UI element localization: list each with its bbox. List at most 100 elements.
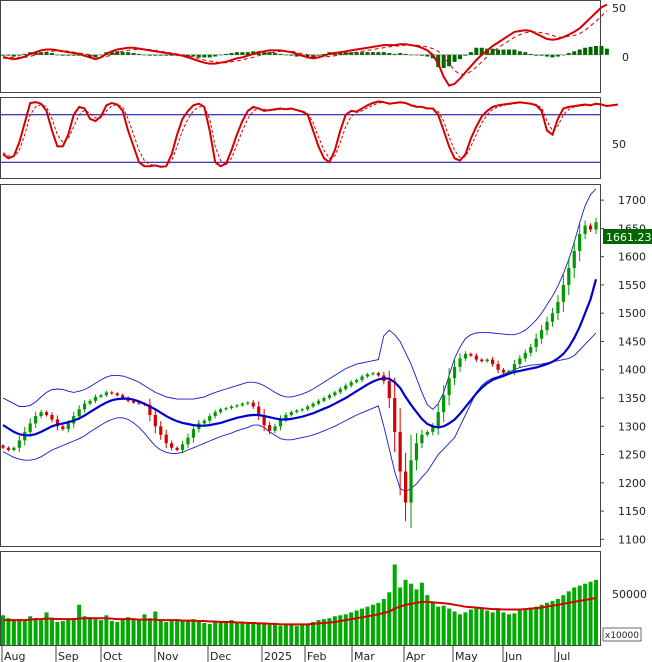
macd-histogram-bar (338, 52, 343, 55)
macd-histogram-bar (229, 53, 234, 55)
volume-bar (142, 614, 147, 645)
candle-body (333, 392, 337, 396)
macd-histogram-bar (496, 49, 501, 55)
volume-bar (305, 623, 310, 645)
volume-bar (376, 602, 381, 645)
volume-bar (22, 621, 27, 645)
candle-body (485, 359, 489, 362)
price-tick-label: 1300 (618, 420, 646, 433)
volume-bar (479, 607, 484, 645)
x-month-label: 2025 (264, 650, 292, 662)
candle-body (447, 378, 451, 396)
candle-body (344, 385, 348, 389)
macd-histogram-bar (44, 52, 49, 55)
x-month-label: Apr (406, 650, 426, 662)
candle-body (588, 225, 593, 230)
volume-bar (126, 617, 131, 645)
volume-bar (490, 612, 495, 645)
candle-body (300, 409, 304, 411)
x-month-label: Mar (354, 650, 375, 662)
candle-body (376, 373, 380, 376)
candle-body (153, 414, 157, 427)
volume-bar (294, 625, 299, 645)
candle-body (561, 284, 565, 302)
candle-body (398, 431, 402, 472)
candle-body (66, 423, 70, 430)
candle-body (578, 234, 582, 252)
volume-bar (240, 622, 245, 645)
volume-bar (436, 606, 441, 645)
candle-body (131, 400, 136, 403)
macd-histogram-bar (452, 54, 457, 62)
volume-multiplier-box (602, 627, 642, 642)
candle-body (28, 423, 32, 432)
volume-bar (338, 615, 343, 645)
volume-bar (224, 621, 229, 645)
macd-tick-0: 0 (622, 51, 629, 64)
volume-bar (28, 616, 33, 645)
candle-body (572, 251, 576, 268)
macd-histogram-bar (566, 53, 571, 55)
volume-bar (485, 610, 490, 645)
candle-body (458, 358, 462, 367)
candle-body (436, 412, 440, 427)
price-tick-label: 1150 (618, 505, 646, 518)
macd-histogram-bar (191, 54, 196, 57)
macd-histogram-bar (419, 54, 424, 56)
candle-body (518, 358, 522, 365)
candle-body (50, 414, 54, 420)
macd-histogram-bar (185, 54, 190, 57)
volume-bar (60, 621, 65, 645)
macd-histogram-bar (11, 54, 16, 57)
macd-histogram-bar (115, 51, 120, 55)
volume-bar (496, 609, 501, 645)
macd-histogram-bar (398, 53, 403, 55)
volume-bar (191, 619, 196, 645)
candle-body (371, 373, 375, 375)
candle-body (104, 392, 108, 396)
macd-histogram-bar (572, 51, 577, 55)
volume-bar (463, 612, 468, 645)
macd-histogram-bar (213, 54, 218, 57)
volume-bar (196, 622, 201, 645)
macd-histogram-bar (283, 54, 288, 56)
macd-histogram-bar (392, 53, 397, 55)
candle-body (137, 402, 141, 404)
volume-bar (93, 619, 98, 645)
volume-bar (370, 604, 375, 645)
macd-histogram-bar (109, 51, 114, 55)
volume-bar (300, 624, 305, 645)
candle-body (213, 412, 217, 417)
candle-body (365, 374, 370, 377)
price-panel-frame (0, 184, 601, 547)
macd-histogram-bar (273, 53, 278, 55)
volume-bar (213, 622, 218, 645)
volume-bar (17, 619, 22, 645)
macd-histogram-bar (321, 53, 326, 55)
macd-histogram-bar (517, 51, 522, 55)
macd-histogram-bar (33, 52, 38, 55)
candle-body (403, 471, 408, 503)
macd-histogram-bar (457, 54, 462, 60)
candle-body (289, 412, 293, 415)
volume-bar (164, 622, 169, 645)
macd-histogram-bar (66, 54, 71, 56)
x-axis: Aug Sep Oct Nov Dec 2025 Feb Mar Apr May Jun Jul (1, 646, 570, 662)
volume-bar (528, 607, 533, 645)
macd-histogram-bar (164, 54, 169, 56)
volume-bar (419, 582, 424, 645)
candle-body (360, 376, 364, 380)
macd-histogram-bar (137, 53, 142, 55)
volume-bar (392, 564, 397, 645)
macd-histogram-bar (55, 54, 60, 56)
macd-histogram-bar (98, 54, 103, 56)
candle-body (534, 338, 538, 348)
x-month-label: Jun (504, 650, 522, 662)
volume-bar (131, 619, 136, 645)
macd-histogram-bar (120, 52, 125, 55)
macd-histogram-bar (343, 52, 348, 55)
volume-bar (316, 620, 321, 645)
volume-bar (267, 624, 272, 645)
bollinger-upper-band (2, 188, 597, 410)
